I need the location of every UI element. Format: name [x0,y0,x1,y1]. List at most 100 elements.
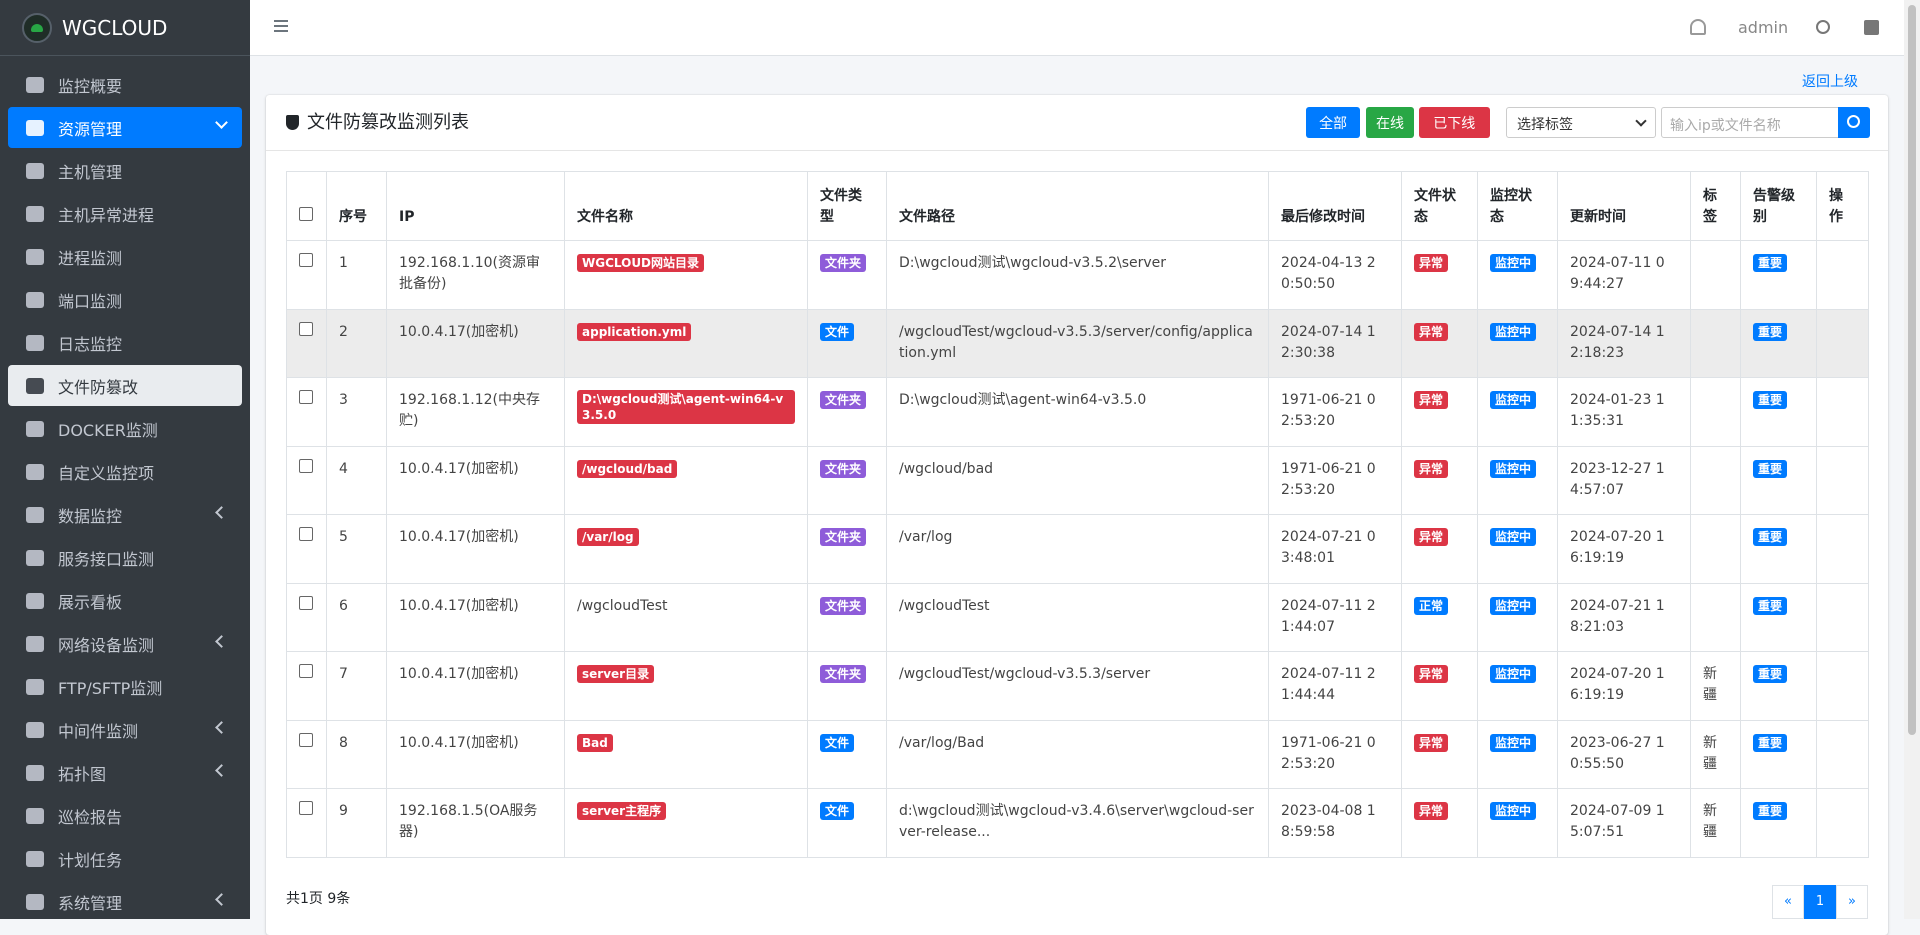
file-path: D:\wgcloud测试\wgcloud-v3.5.2\server [886,240,1269,310]
cell: 重要 [1740,651,1817,721]
table-row[interactable]: 5 10.0.4.17(加密机)/var/log 文件夹/var/log 2024-0… [286,514,1869,584]
table-row[interactable]: 8 10.0.4.17(加密机) Bad 文件/var/log/Bad 1971-06-… [286,719,1869,789]
filter-button[interactable]: 在线 [1366,107,1414,138]
checkbox[interactable] [299,253,313,267]
checkbox[interactable] [299,458,313,473]
file-status: 异常 [1414,733,1449,752]
monitor-status: 监控中 [1490,733,1537,752]
table-row[interactable]: 9 192.168.1.5(OA服务器) server主程序 文件 d:\wgcloud… [286,788,1869,858]
menu-item[interactable]: 进程监测 [8,236,242,277]
alert-level: 重要 [1753,254,1788,272]
menu-item[interactable]: 系统管理 [8,881,242,922]
header-cell: 标签 [1690,171,1741,241]
header-cell: 文件状态 [1401,171,1478,241]
checkbox[interactable] [299,801,313,815]
cell: 文件夹 [807,514,887,584]
brand[interactable]: WGCLOUD [0,0,250,56]
checkbox[interactable] [299,732,313,747]
menu-item[interactable]: 中间件监测 [8,709,242,750]
alert-level: 重要 [1753,528,1788,546]
back-link[interactable]: 返回上级 [1802,74,1858,90]
cell: 重要 [1740,788,1817,858]
tag-text: 新疆 [1703,734,1717,772]
menu-item[interactable]: 网络设备监测 [8,623,242,664]
menu-item[interactable]: 展示看板 [8,580,242,621]
menu-toggle[interactable] [274,20,288,32]
tag: 新疆 [1690,788,1741,858]
menu-item[interactable]: FTP/SFTP监测 [8,666,242,707]
file-status: 异常 [1414,459,1449,478]
password-icon[interactable] [1816,20,1830,34]
cell [286,719,327,789]
monitor-status: 监控中 [1490,528,1537,546]
menu-item[interactable]: 巡检报告 [8,795,242,836]
menu-item[interactable]: 数据监控 [8,494,242,535]
actions [1816,719,1869,789]
checkbox[interactable] [299,527,313,541]
modified-time: 1971-06-21 02:53:20 [1268,377,1402,447]
filter-button[interactable]: 已下线 [1418,107,1490,138]
ip: 10.0.4.17(加密机) [386,445,565,515]
file-type: 文件夹 [820,391,867,409]
menu-item[interactable]: 服务接口监测 [8,537,242,578]
file-type: 文件夹 [820,596,867,615]
menu-item[interactable]: 端口监测 [8,279,242,320]
cell: 重要 [1740,514,1817,584]
menu-icon [26,807,44,824]
menu-icon [26,635,44,652]
filter-button[interactable]: 全部 [1306,107,1360,138]
page-link[interactable]: 1 [1804,885,1836,919]
notification-icon[interactable] [1690,19,1706,35]
file-name: /wgcloud/bad [577,459,678,478]
alert-level: 重要 [1753,802,1788,820]
menu-label: 中间件监测 [58,721,139,741]
row-number: 1 [326,240,387,310]
header-cell: IP [386,171,565,241]
menu-item[interactable]: 文件防篡改 [8,365,242,406]
tag-select[interactable]: 选择标签 [1506,107,1656,138]
table-row[interactable]: 1 192.168.1.10(资源审批备份) WGCLOUD网站目录 文件夹 D:\wg… [286,240,1869,310]
table-row[interactable]: 3 192.168.1.12(中央存贮) D:\wgcloud测试\agent-wi… [286,377,1869,447]
menu-icon [26,420,44,437]
menu-item[interactable]: 监控概要 [8,64,242,105]
file-type: 文件 [820,733,855,752]
checkbox[interactable] [299,595,313,610]
cell [286,377,327,447]
checkbox[interactable] [299,321,313,336]
logout-icon[interactable] [1864,20,1879,35]
checkbox[interactable] [299,390,313,404]
table-row[interactable]: 2 10.0.4.17(加密机) application.yml 文件/wgcloud… [286,308,1869,378]
menu-icon [26,162,44,179]
page-link[interactable]: « [1772,885,1804,919]
file-path: /wgcloudTest/wgcloud-v3.5.3/server [886,651,1269,721]
page-link[interactable]: » [1836,885,1868,919]
tag-text: 新疆 [1703,803,1717,840]
search-button[interactable] [1838,107,1870,138]
file-name: Bad [577,733,613,752]
user-name[interactable]: admin [1738,18,1789,37]
menu-item[interactable]: 主机异常进程 [8,193,242,234]
file-type: 文件夹 [820,254,867,272]
menu-label: 网络设备监测 [58,635,155,655]
menu-item[interactable]: 拓扑图 [8,752,242,793]
menu-item[interactable]: 主机管理 [8,150,242,191]
table-row[interactable]: 4 10.0.4.17(加密机) /wgcloud/bad 文件夹/wgcloud/b… [286,445,1869,515]
menu-item[interactable]: DOCKER监测 [8,408,242,449]
file-path: /wgcloudTest/wgcloud-v3.5.3/server/confi… [886,308,1269,378]
checkbox[interactable] [299,207,313,221]
table-row[interactable]: 6 10.0.4.17(加密机) /wgcloudTest 文件夹/wgcloudTe… [286,582,1869,652]
actions [1816,514,1869,584]
menu-item[interactable]: 自定义监控项 [8,451,242,492]
search-input[interactable]: 输入ip或文件名称 [1661,107,1839,138]
header-cell: 文件名称 [564,171,808,241]
menu-item[interactable]: 计划任务 [8,838,242,879]
cell: 文件夹 [807,582,887,652]
menu-item[interactable]: 日志监控 [8,322,242,363]
checkbox[interactable] [299,664,313,678]
table-row[interactable]: 7 10.0.4.17(加密机) server目录 文件夹/wgcloudTest/w… [286,651,1869,721]
menu-label: 主机异常进程 [58,205,155,225]
menu-icon [26,549,44,566]
menu-icon [26,764,44,781]
menu-item[interactable]: 资源管理 [8,107,242,148]
